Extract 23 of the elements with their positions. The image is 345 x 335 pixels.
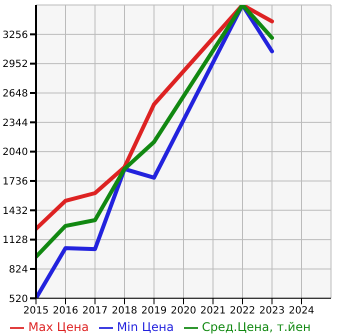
y-tick-label: 2344 [2, 118, 28, 129]
y-tick-label: 824 [8, 264, 28, 276]
x-tick-label: 2016 [52, 305, 78, 316]
y-tick-label: 1736 [2, 176, 28, 188]
x-tick-label: 2022 [230, 305, 256, 316]
x-tick-label: 2019 [141, 305, 167, 316]
legend-label: Сред.Цена, т.йен [202, 320, 311, 334]
y-tick-label: 2040 [2, 147, 28, 158]
y-tick-label: 2648 [2, 88, 28, 100]
x-tick-label: 2015 [23, 305, 49, 316]
x-tick-label: 2024 [288, 305, 314, 316]
y-tick-label: 520 [8, 294, 28, 305]
x-tick-label: 2020 [170, 305, 196, 316]
y-tick-label: 3256 [2, 30, 28, 41]
x-tick-label: 2018 [112, 305, 138, 316]
x-tick-label: 2023 [259, 305, 285, 316]
y-tick-label: 1432 [2, 206, 28, 217]
x-tick-label: 2017 [82, 305, 108, 316]
legend-label: Max Цена [28, 320, 89, 334]
legend-label: Min Цена [116, 320, 174, 334]
y-tick-label: 1128 [2, 235, 28, 246]
x-tick-label: 2021 [200, 305, 226, 316]
y-tick-label: 2952 [2, 59, 28, 70]
